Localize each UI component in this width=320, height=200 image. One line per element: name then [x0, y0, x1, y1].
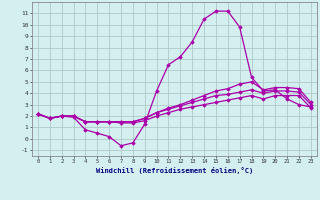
X-axis label: Windchill (Refroidissement éolien,°C): Windchill (Refroidissement éolien,°C) — [96, 167, 253, 174]
